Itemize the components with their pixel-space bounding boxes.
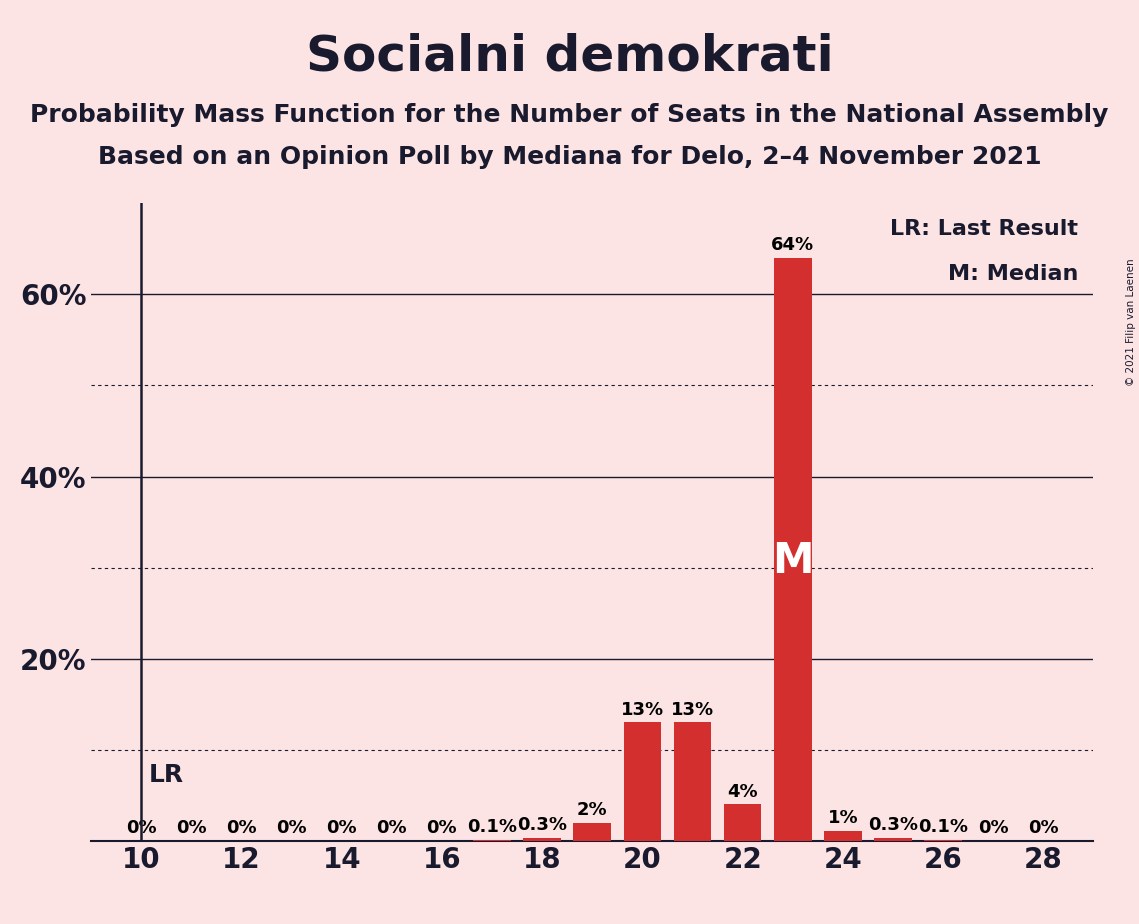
Text: Based on an Opinion Poll by Mediana for Delo, 2–4 November 2021: Based on an Opinion Poll by Mediana for … <box>98 145 1041 169</box>
Text: © 2021 Filip van Laenen: © 2021 Filip van Laenen <box>1126 259 1136 386</box>
Text: LR: Last Result: LR: Last Result <box>891 219 1079 239</box>
Bar <box>524 838 560 841</box>
Text: 2%: 2% <box>577 801 607 819</box>
Text: 0.1%: 0.1% <box>918 819 968 836</box>
Text: M: Median: M: Median <box>948 264 1079 284</box>
Text: 0%: 0% <box>277 820 306 837</box>
Text: 0%: 0% <box>327 820 357 837</box>
Bar <box>573 822 611 841</box>
Text: Socialni demokrati: Socialni demokrati <box>305 32 834 80</box>
Text: Probability Mass Function for the Number of Seats in the National Assembly: Probability Mass Function for the Number… <box>31 103 1108 128</box>
Text: 0.1%: 0.1% <box>467 819 517 836</box>
Text: LR: LR <box>149 763 183 787</box>
Text: 64%: 64% <box>771 237 814 254</box>
Text: 0%: 0% <box>126 820 156 837</box>
Bar <box>825 831 862 841</box>
Bar <box>674 723 712 841</box>
Bar <box>624 723 662 841</box>
Bar <box>775 258 812 841</box>
Text: 0.3%: 0.3% <box>517 817 567 834</box>
Text: 13%: 13% <box>621 700 664 719</box>
Text: 0%: 0% <box>177 820 206 837</box>
Text: 0.3%: 0.3% <box>868 817 918 834</box>
Text: 13%: 13% <box>671 700 714 719</box>
Text: 0%: 0% <box>377 820 407 837</box>
Text: 0%: 0% <box>978 820 1008 837</box>
Text: 0%: 0% <box>227 820 256 837</box>
Text: 1%: 1% <box>828 809 858 827</box>
Text: 0%: 0% <box>1029 820 1058 837</box>
Bar <box>875 838 912 841</box>
Bar <box>724 805 762 841</box>
Text: M: M <box>772 540 813 582</box>
Text: 0%: 0% <box>427 820 457 837</box>
Text: 4%: 4% <box>728 783 757 801</box>
